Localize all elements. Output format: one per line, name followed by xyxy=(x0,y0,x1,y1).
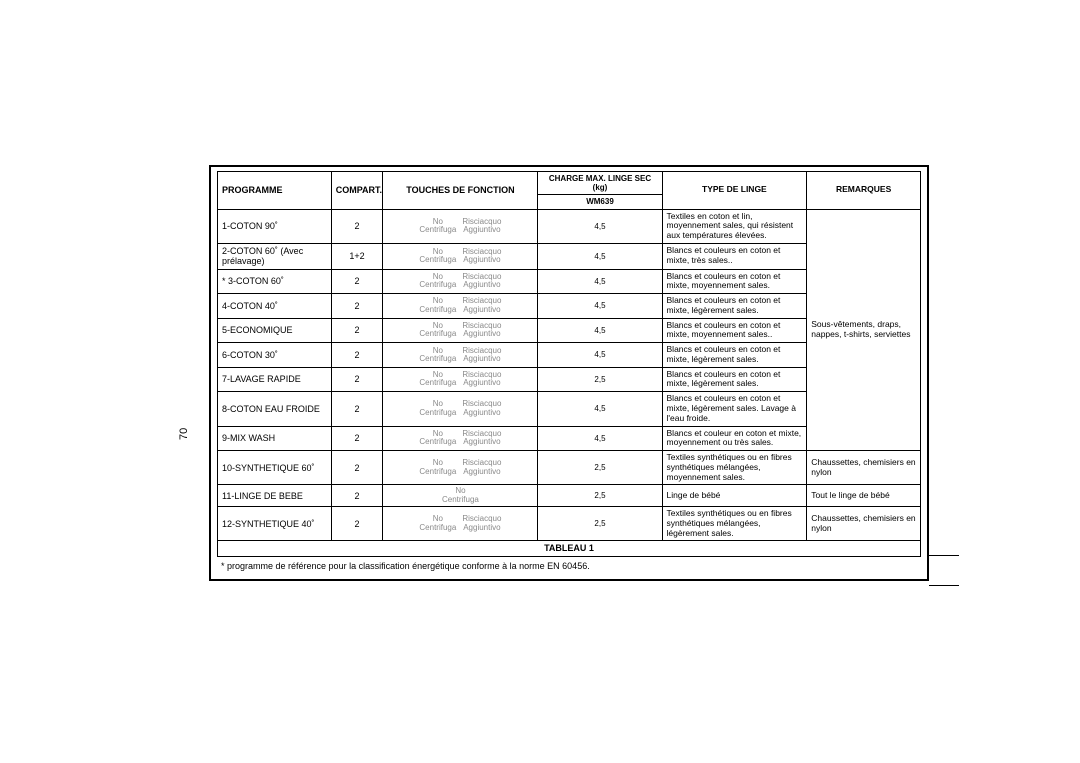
cell-touches: NoCentrifugaRisciacquoAggiuntivo xyxy=(383,243,538,269)
cell-type: Blancs et couleurs en coton et mixte, lé… xyxy=(662,367,807,392)
footnote: * programme de référence pour la classif… xyxy=(221,561,921,571)
cell-programme: 7-LAVAGE RAPIDE xyxy=(218,367,332,392)
cell-programme: 1-COTON 90˚ xyxy=(218,209,332,243)
cell-compart: 2 xyxy=(331,392,383,426)
cell-programme: 8-COTON EAU FROIDE xyxy=(218,392,332,426)
cell-compart: 2 xyxy=(331,367,383,392)
cell-remarques: Chaussettes, chemisiers en nylon xyxy=(807,507,921,541)
cell-compart: 2 xyxy=(331,209,383,243)
cell-type: Textiles synthétiques ou en fibres synth… xyxy=(662,451,807,485)
cell-type: Blancs et couleur en coton et mixte, moy… xyxy=(662,426,807,451)
cell-compart: 1+2 xyxy=(331,243,383,269)
cell-touches: NoCentrifugaRisciacquoAggiuntivo xyxy=(383,209,538,243)
page-frame: PROGRAMME COMPART. TOUCHES DE FONCTION C… xyxy=(209,165,929,581)
cell-type: Blancs et couleurs en coton et mixte, mo… xyxy=(662,269,807,294)
cell-remarques: Tout le linge de bébé xyxy=(807,485,921,507)
cell-touches: NoCentrifugaRisciacquoAggiuntivo xyxy=(383,392,538,426)
cell-type: Blancs et couleurs en coton et mixte, lé… xyxy=(662,343,807,368)
page-number: 70 xyxy=(178,428,190,440)
cell-type: Blancs et couleurs en coton et mixte, lé… xyxy=(662,392,807,426)
cell-charge: 2,5 xyxy=(538,451,662,485)
cell-programme: 5-ECONOMIQUE xyxy=(218,318,332,343)
cell-compart: 2 xyxy=(331,451,383,485)
cell-touches: NoCentrifugaRisciacquoAggiuntivo xyxy=(383,426,538,451)
cell-type: Textiles synthétiques ou en fibres synth… xyxy=(662,507,807,541)
cell-type: Blancs et couleurs en coton et mixte, mo… xyxy=(662,318,807,343)
cell-programme: 10-SYNTHETIQUE 60˚ xyxy=(218,451,332,485)
header-remarques: REMARQUES xyxy=(807,172,921,210)
cell-touches: NoCentrifugaRisciacquoAggiuntivo xyxy=(383,367,538,392)
cell-programme: * 3-COTON 60˚ xyxy=(218,269,332,294)
cell-charge: 4,5 xyxy=(538,392,662,426)
cell-charge: 4,5 xyxy=(538,243,662,269)
cell-charge: 4,5 xyxy=(538,426,662,451)
crop-mark xyxy=(929,585,959,586)
cell-compart: 2 xyxy=(331,343,383,368)
header-charge: CHARGE MAX. LINGE SEC (kg) xyxy=(538,172,662,195)
header-touches: TOUCHES DE FONCTION xyxy=(383,172,538,210)
cell-charge: 2,5 xyxy=(538,485,662,507)
crop-mark xyxy=(929,555,959,556)
cell-remarques-group: Sous-vêtements, draps, nappes, t-shirts,… xyxy=(807,209,921,450)
cell-type: Blancs et couleurs en coton et mixte, lé… xyxy=(662,294,807,319)
header-programme: PROGRAMME xyxy=(218,172,332,210)
cell-programme: 9-MIX WASH xyxy=(218,426,332,451)
cell-type: Linge de bébé xyxy=(662,485,807,507)
cell-charge: 2,5 xyxy=(538,367,662,392)
cell-touches: NoCentrifugaRisciacquoAggiuntivo xyxy=(383,294,538,319)
cell-programme: 11-LINGE DE BEBE xyxy=(218,485,332,507)
cell-charge: 4,5 xyxy=(538,294,662,319)
cell-type: Blancs et couleurs en coton et mixte, tr… xyxy=(662,243,807,269)
cell-touches: NoCentrifugaRisciacquoAggiuntivo xyxy=(383,451,538,485)
programme-table: PROGRAMME COMPART. TOUCHES DE FONCTION C… xyxy=(217,171,921,557)
cell-programme: 2-COTON 60˚ (Avec prélavage) xyxy=(218,243,332,269)
cell-touches: NoCentrifugaRisciacquoAggiuntivo xyxy=(383,318,538,343)
cell-touches: NoCentrifugaRisciacquoAggiuntivo xyxy=(383,269,538,294)
cell-touches: NoCentrifugaRisciacquoAggiuntivo xyxy=(383,507,538,541)
cell-compart: 2 xyxy=(331,294,383,319)
cell-touches: NoCentrifugaRisciacquoAggiuntivo xyxy=(383,343,538,368)
cell-charge: 4,5 xyxy=(538,343,662,368)
table-row: 12-SYNTHETIQUE 40˚2NoCentrifugaRisciacqu… xyxy=(218,507,921,541)
header-type: TYPE DE LINGE xyxy=(662,172,807,210)
cell-charge: 2,5 xyxy=(538,507,662,541)
cell-programme: 12-SYNTHETIQUE 40˚ xyxy=(218,507,332,541)
table-caption: TABLEAU 1 xyxy=(218,541,921,556)
table-row: 10-SYNTHETIQUE 60˚2NoCentrifugaRisciacqu… xyxy=(218,451,921,485)
cell-charge: 4,5 xyxy=(538,209,662,243)
cell-compart: 2 xyxy=(331,318,383,343)
cell-type: Textiles en coton et lin, moyennement sa… xyxy=(662,209,807,243)
cell-charge: 4,5 xyxy=(538,269,662,294)
header-charge-model: WM639 xyxy=(538,195,662,209)
cell-charge: 4,5 xyxy=(538,318,662,343)
cell-remarques: Chaussettes, chemisiers en nylon xyxy=(807,451,921,485)
table-caption-row: TABLEAU 1 xyxy=(218,541,921,556)
cell-compart: 2 xyxy=(331,269,383,294)
table-row: 11-LINGE DE BEBE2NoCentrifuga2,5Linge de… xyxy=(218,485,921,507)
cell-compart: 2 xyxy=(331,485,383,507)
cell-compart: 2 xyxy=(331,426,383,451)
cell-touches: NoCentrifuga xyxy=(383,485,538,507)
header-compart: COMPART. xyxy=(331,172,383,210)
cell-programme: 6-COTON 30˚ xyxy=(218,343,332,368)
table-body: 1-COTON 90˚2NoCentrifugaRisciacquoAggiun… xyxy=(218,209,921,556)
table-row: 1-COTON 90˚2NoCentrifugaRisciacquoAggiun… xyxy=(218,209,921,243)
cell-compart: 2 xyxy=(331,507,383,541)
cell-programme: 4-COTON 40˚ xyxy=(218,294,332,319)
